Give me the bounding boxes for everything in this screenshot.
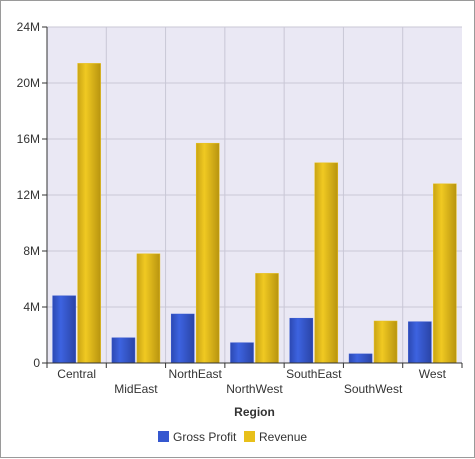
bar-revenue-southwest[interactable] [373,320,398,364]
bar-gross-profit-central[interactable] [52,295,76,364]
x-tick-label: MidEast [114,382,158,396]
x-tick-label: SouthEast [286,367,342,381]
bar-revenue-southeast[interactable] [314,162,339,364]
bar-gross-profit-southeast[interactable] [289,317,314,364]
legend-label: Revenue [259,430,307,444]
x-tick-label: Central [57,367,96,381]
bar-revenue-northeast[interactable] [195,142,220,364]
bar-gross-profit-southwest[interactable] [348,353,373,364]
bar-gross-profit-mideast[interactable] [111,337,136,364]
x-tick-label: NorthWest [226,382,283,396]
x-tick-label: West [419,367,447,381]
bar-revenue-mideast[interactable] [136,253,161,364]
y-tick-label: 16M [17,132,40,146]
y-tick-label: 12M [17,188,40,202]
y-tick-label: 4M [23,300,40,314]
bar-gross-profit-northeast[interactable] [170,313,195,364]
x-tick-label: NorthEast [169,367,223,381]
legend-label: Gross Profit [173,430,237,444]
y-tick-label: 8M [23,244,40,258]
y-tick-label: 0 [33,356,40,370]
y-tick-label: 20M [17,76,40,90]
bar-revenue-central[interactable] [77,63,101,364]
legend-swatch-revenue [244,431,255,442]
bar-revenue-northwest[interactable] [255,273,279,364]
bar-gross-profit-northwest[interactable] [230,342,254,364]
legend-swatch-gross-profit [158,431,169,442]
bar-gross-profit-west[interactable] [408,321,432,364]
x-axis-title: Region [234,405,275,419]
bar-revenue-west[interactable] [433,183,457,364]
y-tick-label: 24M [17,20,40,34]
x-tick-label: SouthWest [344,382,403,396]
